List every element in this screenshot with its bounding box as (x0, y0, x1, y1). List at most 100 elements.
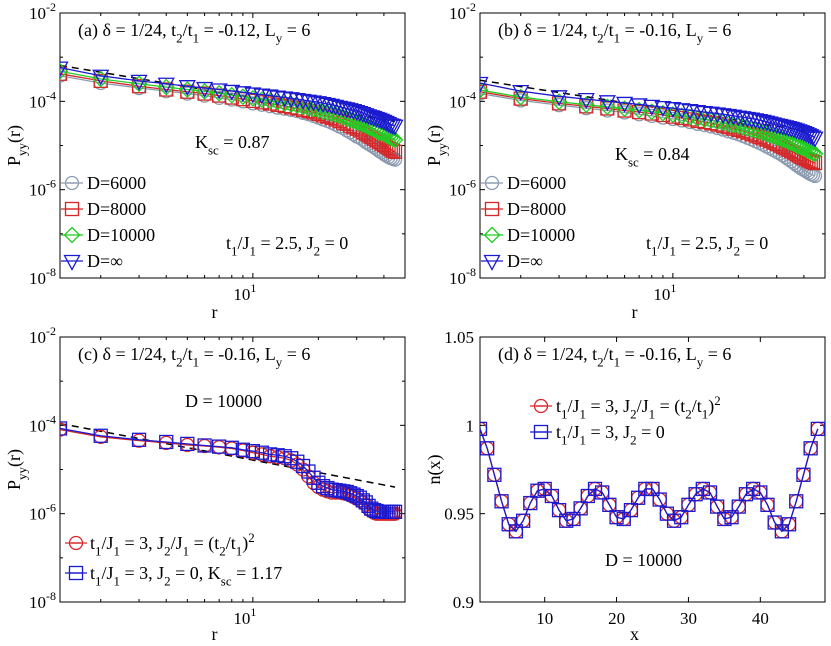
data-point (338, 102, 356, 119)
y-tick-label: 1 (466, 416, 475, 435)
series-1 (60, 421, 403, 519)
data-point (806, 145, 824, 163)
data-point (131, 432, 147, 447)
y-axis-label: Pyy(r) (424, 125, 449, 166)
ksc-annotation: Ksc = 0.87 (195, 132, 269, 157)
x-axis-label: r (212, 302, 218, 322)
data-point (782, 121, 800, 138)
legend: D=6000 D=8000 D=10000 D=∞ (61, 173, 155, 271)
data-point (745, 481, 761, 497)
series-0 (60, 422, 403, 521)
y-tick-label: 10-6 (29, 177, 56, 200)
data-point (609, 510, 624, 525)
data-point (384, 118, 402, 135)
data-point (638, 481, 653, 497)
x-tick-label: 30 (680, 609, 697, 628)
data-point (758, 125, 776, 143)
data-point (355, 493, 370, 508)
data-point (719, 108, 738, 125)
legend-sample-marker (483, 226, 501, 244)
data-point (178, 80, 196, 97)
legend-label: D=8000 (87, 199, 146, 219)
data-point (334, 101, 352, 118)
data-point (738, 487, 754, 502)
legend: D=6000 D=8000 D=10000 D=∞ (481, 173, 575, 271)
data-point (765, 127, 782, 145)
legend-label: t1/J1 = 3, J2/J1 = (t2/t1)2​ (90, 530, 255, 559)
data-point (804, 130, 822, 147)
fit-line (60, 422, 396, 488)
data-point (595, 485, 610, 500)
data-point (702, 106, 720, 123)
data-point (159, 82, 174, 97)
panel-c: 10-8 10-6 10-4 10-2 101 r Pyy(r) (c) δ = 1/24, … (4, 324, 406, 644)
data-point (180, 84, 195, 99)
data-point (282, 92, 300, 109)
data-point (379, 117, 398, 134)
data-point (295, 458, 311, 474)
data-point (210, 84, 228, 102)
data-point (290, 454, 305, 469)
fit-line (60, 64, 396, 123)
y-axis-label-group: Pyy(r) (424, 125, 449, 166)
data-point (234, 86, 252, 103)
y-tick-label: 10-2 (29, 324, 56, 347)
x-tick-label: 101 (233, 605, 256, 628)
data-point (577, 96, 595, 114)
data-point (523, 495, 538, 511)
data-point (309, 101, 327, 119)
data-point (645, 481, 660, 497)
data-point (782, 134, 800, 152)
data-point (714, 108, 732, 125)
data-point (724, 109, 743, 126)
d-annotation: D = 10000 (185, 391, 262, 411)
data-point (750, 113, 769, 131)
series-line (480, 428, 819, 533)
legend-sample-marker (64, 175, 80, 191)
data-point (357, 108, 375, 125)
x-tick-label: 101 (653, 281, 676, 304)
plot-area (60, 61, 404, 167)
y-tick-label: 0.95 (444, 505, 474, 524)
data-point (384, 130, 402, 148)
data-point (630, 490, 646, 505)
data-point (387, 504, 403, 519)
y-tick-label: 10-8 (29, 589, 56, 612)
data-point (550, 93, 568, 111)
data-point (93, 428, 108, 443)
legend-sample-marker (64, 201, 80, 217)
axes-box (479, 336, 826, 603)
legend: t1/J1 = 3, J2/J1 = (t2/t1)2​t1/J1 = 3, J… (530, 393, 721, 447)
data-point (695, 481, 710, 497)
data-point (60, 61, 69, 78)
data-point (386, 131, 404, 149)
data-point (615, 96, 634, 113)
y-axis-label-group: Pyy(r) (4, 449, 29, 490)
data-point (630, 98, 648, 115)
y-tick-label: 10-4 (29, 412, 56, 435)
data-point (480, 81, 489, 99)
data-point (234, 88, 252, 106)
panel-title: (c) δ = 1/24, t2/t1 = -0.16, Ly = 6 (78, 344, 310, 369)
data-point (802, 129, 820, 146)
data-point (359, 109, 378, 126)
y-tick-label: 10-4 (449, 88, 476, 111)
data-point (369, 503, 384, 519)
data-point (508, 524, 524, 539)
panel-title: (a) δ = 1/24, t2/t1 = -0.12, Ly = 6 (78, 20, 310, 45)
data-point (276, 91, 294, 108)
legend-label: t1/J1 = 3, J2 = 0 (556, 422, 665, 447)
data-point (803, 441, 818, 456)
y-tick-label: 10-6 (29, 501, 56, 524)
data-point (779, 121, 798, 138)
legend-label: t1/J1 = 3, J2/J1 = (t2/t1)2​ (556, 393, 721, 422)
data-point (652, 492, 667, 507)
legend-label: D=∞ (507, 251, 543, 271)
data-point (387, 144, 403, 159)
ksc-annotation: Ksc = 0.84 (615, 144, 689, 169)
data-point (480, 421, 488, 437)
data-point (294, 98, 312, 116)
data-point (288, 97, 306, 115)
data-point (305, 100, 322, 118)
data-point (269, 90, 287, 107)
